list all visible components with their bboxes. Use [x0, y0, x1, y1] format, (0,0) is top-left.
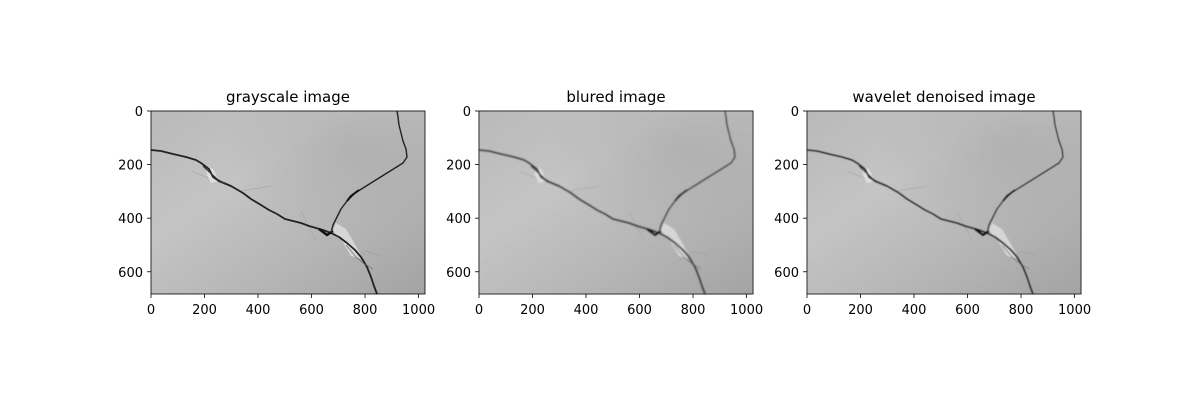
- x-tick-label: 400: [574, 303, 599, 318]
- y-tick-label: 200: [118, 159, 143, 174]
- y-tick-label: 400: [118, 212, 143, 227]
- panel-title: wavelet denoised image: [852, 88, 1035, 106]
- x-tick-label: 0: [475, 303, 483, 318]
- panel-title: blured image: [566, 88, 665, 106]
- x-tick-label: 1000: [402, 303, 435, 318]
- axes-frame: [478, 110, 754, 295]
- y-tick-label: 600: [446, 266, 471, 281]
- y-tick-label: 200: [446, 159, 471, 174]
- x-tick-label: 600: [627, 303, 652, 318]
- crack-image-content: [149, 109, 427, 296]
- axes-frame: [150, 110, 426, 295]
- y-tick-label: 0: [135, 105, 143, 120]
- crack-image: [149, 109, 427, 296]
- x-tick-label: 0: [147, 303, 155, 318]
- x-tick-label: 800: [353, 303, 378, 318]
- y-tick-label: 0: [791, 105, 799, 120]
- y-tick-label: 400: [446, 212, 471, 227]
- x-tick-label: 800: [1009, 303, 1034, 318]
- x-tick-label: 1000: [1058, 303, 1091, 318]
- x-tick-label: 600: [299, 303, 324, 318]
- y-tick-label: 400: [774, 212, 799, 227]
- x-tick-label: 200: [520, 303, 545, 318]
- image-panel: blured image 0 200 400 600 800 1000 0 200 400 600: [446, 88, 763, 318]
- panel-title: grayscale image: [226, 88, 350, 106]
- axes-frame: [806, 110, 1082, 295]
- x-tick-label: 400: [902, 303, 927, 318]
- image-panel: grayscale image 0 200 400 600 800 1000 0 200 400 6…: [118, 88, 435, 318]
- y-tick-label: 200: [774, 159, 799, 174]
- x-tick-label: 800: [681, 303, 706, 318]
- x-tick-label: 200: [192, 303, 217, 318]
- crack-image: [805, 109, 1083, 296]
- x-tick-label: 600: [955, 303, 980, 318]
- x-tick-label: 200: [848, 303, 873, 318]
- y-tick-label: 600: [774, 266, 799, 281]
- x-tick-label: 400: [246, 303, 271, 318]
- crack-image: [477, 109, 755, 296]
- x-tick-label: 1000: [730, 303, 763, 318]
- crack-image-content: [805, 109, 1083, 296]
- x-tick-label: 0: [803, 303, 811, 318]
- image-panel: wavelet denoised image 0 200 400 600 800 1000 0…: [774, 88, 1091, 318]
- crack-image-content: [477, 109, 755, 296]
- y-tick-label: 600: [118, 266, 143, 281]
- y-tick-label: 0: [463, 105, 471, 120]
